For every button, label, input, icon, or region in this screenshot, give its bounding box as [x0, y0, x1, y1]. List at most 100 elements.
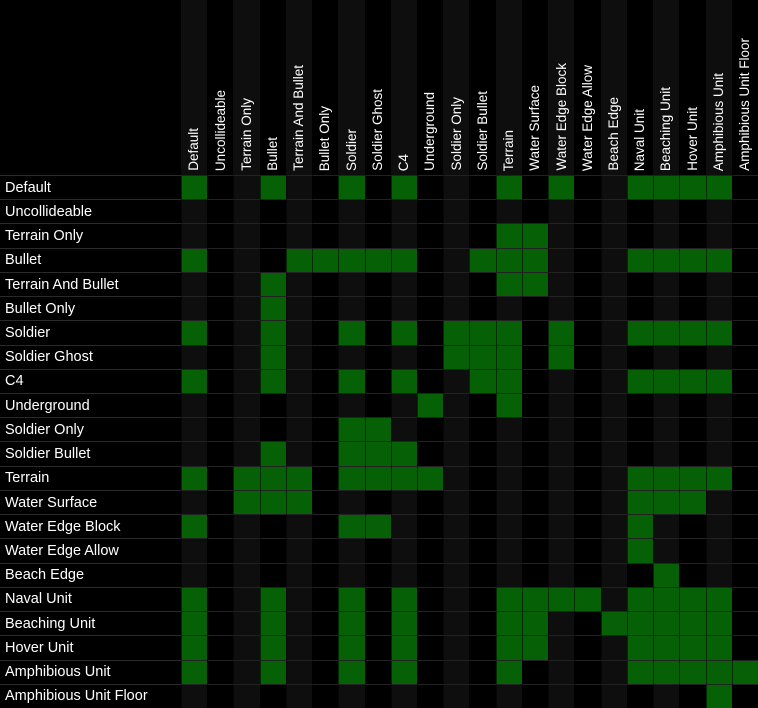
cell-r13-c8[interactable]: [390, 489, 418, 515]
cell-r21-c19[interactable]: [679, 683, 706, 708]
cell-r10-c5[interactable]: [312, 417, 339, 442]
cell-r7-c10[interactable]: [443, 344, 470, 369]
cell-r0-c8[interactable]: [390, 175, 418, 200]
cell-r16-c6[interactable]: [338, 562, 365, 587]
cell-r19-c15[interactable]: [574, 635, 601, 660]
cell-r9-c18[interactable]: [653, 393, 680, 418]
cell-r21-c9[interactable]: [417, 683, 444, 708]
cell-r4-c19[interactable]: [679, 271, 706, 297]
cell-r16-c9[interactable]: [417, 562, 444, 587]
cell-r7-c18[interactable]: [653, 344, 680, 369]
cell-r16-c13[interactable]: [521, 562, 549, 587]
cell-r9-c12[interactable]: [495, 393, 522, 418]
cell-r7-c11[interactable]: [469, 344, 496, 369]
cell-r2-c15[interactable]: [574, 223, 601, 248]
cell-r18-c16[interactable]: [600, 611, 627, 636]
cell-r13-c4[interactable]: [285, 489, 313, 515]
cell-r17-c11[interactable]: [469, 586, 496, 612]
cell-r19-c5[interactable]: [312, 635, 339, 660]
cell-r3-c9[interactable]: [417, 247, 444, 272]
cell-r10-c6[interactable]: [338, 417, 365, 442]
cell-r15-c11[interactable]: [469, 538, 496, 563]
cell-r8-c10[interactable]: [443, 368, 470, 394]
cell-r12-c7[interactable]: [364, 465, 391, 490]
cell-r10-c3[interactable]: [259, 417, 286, 442]
cell-r16-c14[interactable]: [548, 562, 575, 587]
cell-r19-c4[interactable]: [285, 635, 313, 660]
cell-r3-c15[interactable]: [574, 247, 601, 272]
cell-r16-c3[interactable]: [259, 562, 286, 587]
cell-r8-c3[interactable]: [259, 368, 286, 394]
cell-r6-c3[interactable]: [259, 320, 286, 345]
cell-r15-c9[interactable]: [417, 538, 444, 563]
cell-r1-c6[interactable]: [338, 199, 365, 224]
cell-r21-c17[interactable]: [626, 683, 654, 708]
cell-r2-c3[interactable]: [259, 223, 286, 248]
cell-r10-c12[interactable]: [495, 417, 522, 442]
cell-r16-c7[interactable]: [364, 562, 391, 587]
cell-r5-c15[interactable]: [574, 296, 601, 321]
cell-r3-c12[interactable]: [495, 247, 522, 272]
cell-r3-c6[interactable]: [338, 247, 365, 272]
cell-r17-c20[interactable]: [705, 586, 732, 612]
cell-r10-c4[interactable]: [285, 417, 313, 442]
cell-r20-c6[interactable]: [338, 659, 365, 684]
cell-r9-c0[interactable]: [181, 393, 208, 418]
cell-r16-c5[interactable]: [312, 562, 339, 587]
cell-r19-c9[interactable]: [417, 635, 444, 660]
cell-r14-c5[interactable]: [312, 514, 339, 539]
cell-r20-c17[interactable]: [626, 659, 654, 684]
cell-r21-c16[interactable]: [600, 683, 627, 708]
cell-r19-c6[interactable]: [338, 635, 365, 660]
cell-r13-c20[interactable]: [705, 489, 732, 515]
cell-r4-c18[interactable]: [653, 271, 680, 297]
cell-r21-c0[interactable]: [181, 683, 208, 708]
cell-r20-c15[interactable]: [574, 659, 601, 684]
cell-r14-c10[interactable]: [443, 514, 470, 539]
cell-r0-c0[interactable]: [181, 175, 208, 200]
cell-r7-c2[interactable]: [233, 344, 260, 369]
cell-r15-c0[interactable]: [181, 538, 208, 563]
cell-r15-c6[interactable]: [338, 538, 365, 563]
cell-r17-c7[interactable]: [364, 586, 391, 612]
cell-r21-c12[interactable]: [495, 683, 522, 708]
cell-r20-c16[interactable]: [600, 659, 627, 684]
cell-r4-c1[interactable]: [207, 271, 234, 297]
cell-r8-c19[interactable]: [679, 368, 706, 394]
cell-r3-c13[interactable]: [521, 247, 549, 272]
cell-r6-c2[interactable]: [233, 320, 260, 345]
cell-r17-c13[interactable]: [521, 586, 549, 612]
cell-r16-c12[interactable]: [495, 562, 522, 587]
cell-r0-c5[interactable]: [312, 175, 339, 200]
cell-r13-c13[interactable]: [521, 489, 549, 515]
cell-r15-c15[interactable]: [574, 538, 601, 563]
cell-r8-c15[interactable]: [574, 368, 601, 394]
cell-r9-c16[interactable]: [600, 393, 627, 418]
cell-r15-c20[interactable]: [705, 538, 732, 563]
cell-r16-c21[interactable]: [731, 562, 758, 587]
cell-r19-c21[interactable]: [731, 635, 758, 660]
cell-r16-c17[interactable]: [626, 562, 654, 587]
cell-r8-c11[interactable]: [469, 368, 496, 394]
cell-r5-c9[interactable]: [417, 296, 444, 321]
cell-r10-c21[interactable]: [731, 417, 758, 442]
cell-r13-c11[interactable]: [469, 489, 496, 515]
cell-r0-c16[interactable]: [600, 175, 627, 200]
cell-r13-c7[interactable]: [364, 489, 391, 515]
cell-r3-c17[interactable]: [626, 247, 654, 272]
cell-r19-c2[interactable]: [233, 635, 260, 660]
cell-r14-c16[interactable]: [600, 514, 627, 539]
cell-r6-c7[interactable]: [364, 320, 391, 345]
cell-r0-c17[interactable]: [626, 175, 654, 200]
cell-r5-c3[interactable]: [259, 296, 286, 321]
cell-r1-c7[interactable]: [364, 199, 391, 224]
cell-r9-c21[interactable]: [731, 393, 758, 418]
cell-r18-c11[interactable]: [469, 611, 496, 636]
cell-r1-c14[interactable]: [548, 199, 575, 224]
cell-r8-c9[interactable]: [417, 368, 444, 394]
cell-r7-c4[interactable]: [285, 344, 313, 369]
cell-r3-c2[interactable]: [233, 247, 260, 272]
cell-r4-c4[interactable]: [285, 271, 313, 297]
cell-r8-c13[interactable]: [521, 368, 549, 394]
cell-r17-c17[interactable]: [626, 586, 654, 612]
